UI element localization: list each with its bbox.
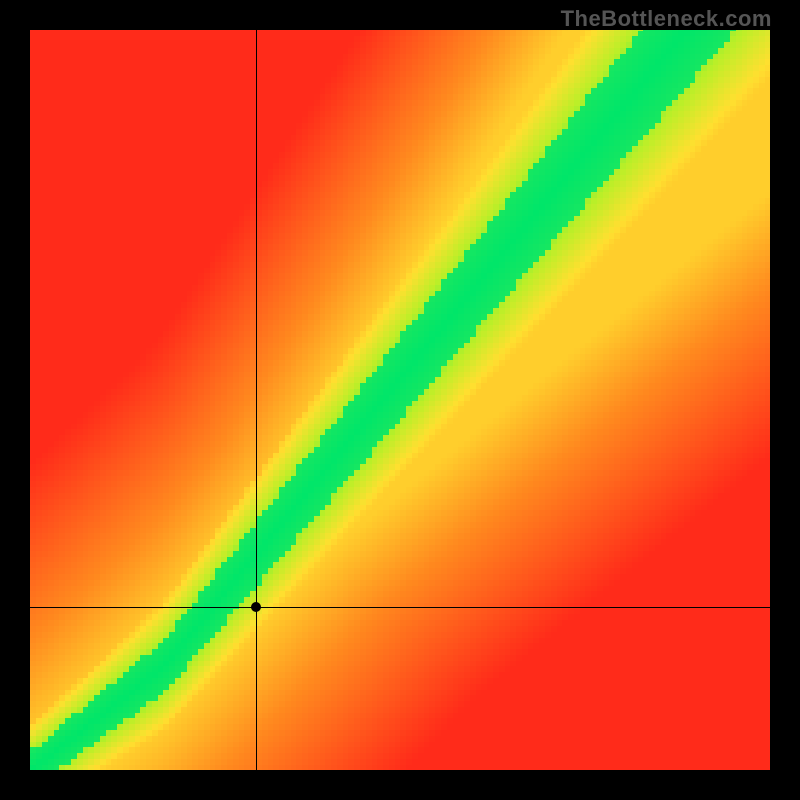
crosshair-marker-dot <box>251 602 261 612</box>
heatmap-plot-area <box>30 30 770 770</box>
crosshair-horizontal <box>30 607 770 608</box>
heatmap-canvas <box>30 30 770 770</box>
watermark-text: TheBottleneck.com <box>561 6 772 32</box>
crosshair-vertical <box>256 30 257 770</box>
